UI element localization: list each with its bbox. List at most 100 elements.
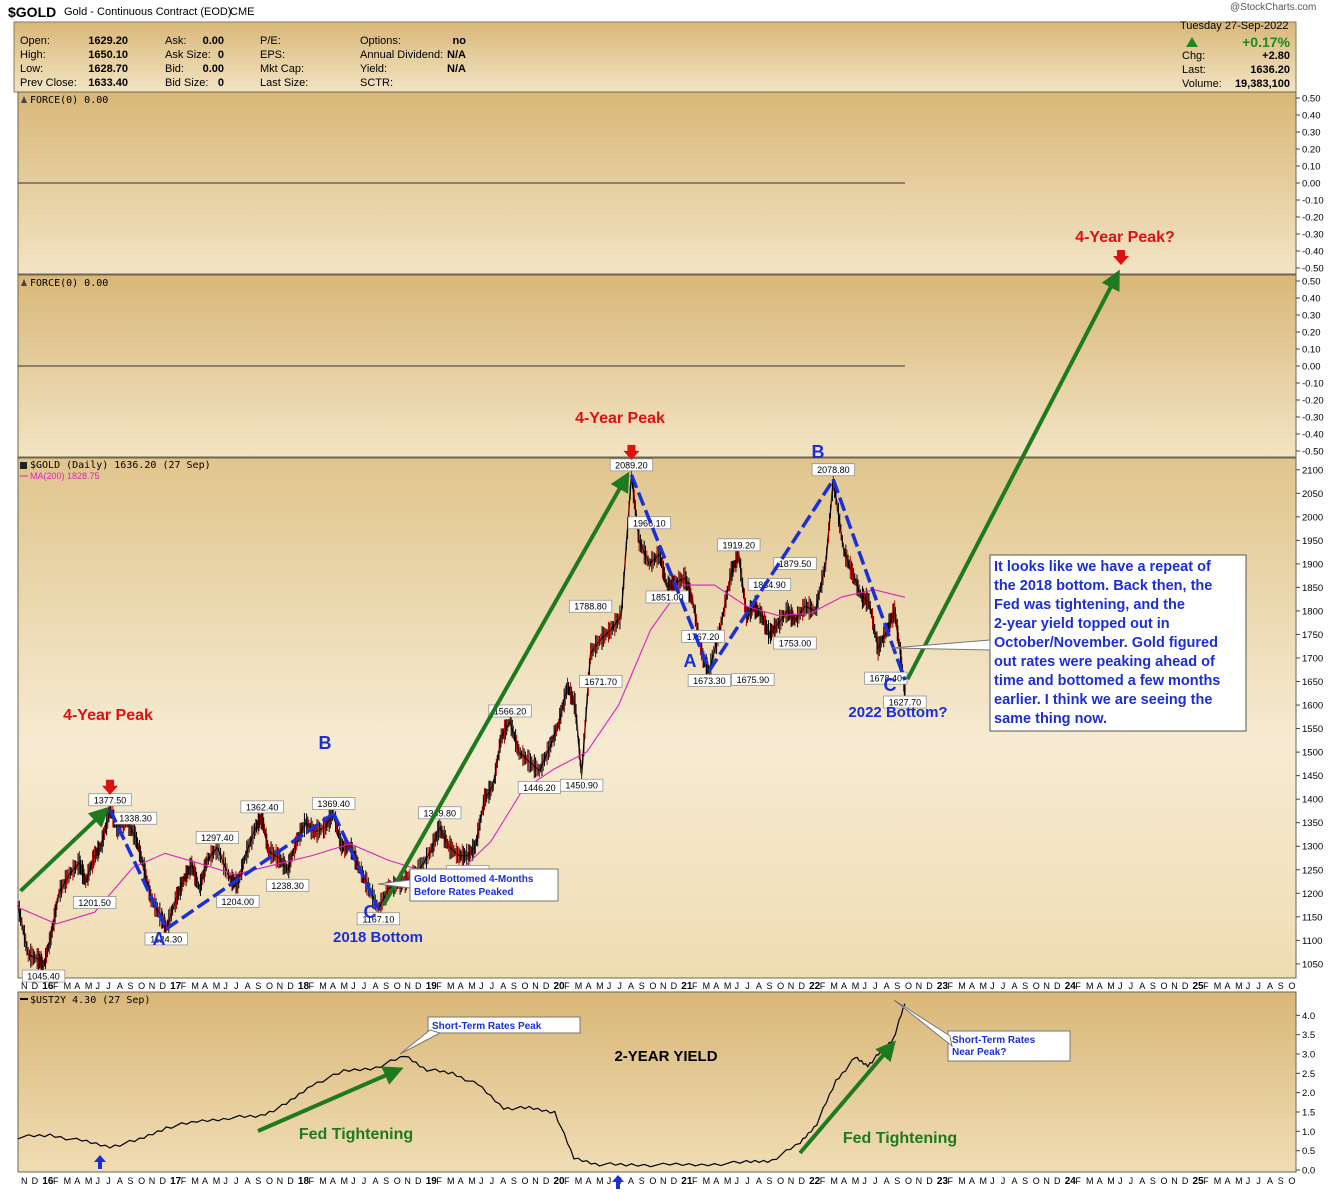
x-tick-label: A (117, 981, 123, 991)
x-tick-label: J (1256, 981, 1261, 991)
x-tick-label: A (1011, 1176, 1017, 1186)
x-tick-label: 23 (937, 981, 949, 992)
price-label: 1879.50 (779, 559, 812, 569)
price-label: 1834.90 (753, 580, 786, 590)
x-tick-label: S (511, 981, 517, 991)
x-tick-label: F (1203, 981, 1209, 991)
x-tick-label: M (1235, 1176, 1243, 1186)
price-label: 1349.80 (423, 808, 456, 818)
x-tick-label: F (820, 1176, 826, 1186)
x-tick-label: M (319, 981, 327, 991)
up-arrow-icon (612, 1175, 624, 1189)
price-label-box (747, 578, 792, 591)
x-tick-label: J (479, 981, 484, 991)
x-tick-label: O (522, 1176, 529, 1186)
y-tick-label: 1750 (1302, 630, 1323, 641)
y-tick-label: 0.10 (1302, 345, 1321, 356)
price-label: 1297.40 (201, 833, 234, 843)
y-tick-label: 1050 (1302, 959, 1323, 970)
wave-letter: C (884, 675, 897, 695)
x-tick-label: D (159, 1176, 166, 1186)
x-tick-label: S (128, 1176, 134, 1186)
wave-letter: A (153, 929, 166, 949)
x-tick-label: O (138, 1176, 145, 1186)
x-tick-label: 18 (298, 1176, 310, 1187)
x-tick-label: O (1288, 1176, 1295, 1186)
y-tick-label: 1250 (1302, 865, 1323, 876)
x-tick-label: N (532, 981, 539, 991)
x-tick-label: D (798, 1176, 805, 1186)
quote-label: Low: (20, 63, 44, 75)
x-tick-label: A (969, 1176, 975, 1186)
wave-letter: B (812, 442, 825, 462)
x-tick-label: M (703, 981, 711, 991)
x-tick-label: A (756, 1176, 762, 1186)
price-label: 1377.50 (94, 795, 127, 805)
x-tick-label: F (820, 981, 826, 991)
x-tick-label: 17 (170, 1176, 182, 1187)
price-label: 1566.20 (494, 706, 527, 716)
x-tick-label: D (1182, 981, 1189, 991)
wave-line (108, 809, 168, 930)
price-label: 2089.20 (615, 460, 648, 470)
panel-title: FORCE(0) 0.00 (30, 278, 108, 289)
x-tick-label: 19 (426, 1176, 438, 1187)
x-tick-label: F (436, 1176, 442, 1186)
x-tick-label: M (1107, 1176, 1115, 1186)
x-tick-label: 18 (298, 981, 310, 992)
price-label: 1338.30 (119, 814, 152, 824)
quote-label: Chg: (1182, 50, 1206, 62)
down-arrow-icon (1113, 250, 1129, 265)
x-tick-label: A (1097, 1176, 1103, 1186)
quote-label: Volume: (1182, 78, 1222, 90)
y-tick-label: -0.10 (1302, 379, 1324, 390)
commentary-text: earlier. I think we are seeing the (994, 692, 1212, 708)
x-tick-label: M (468, 1176, 476, 1186)
callout-text: Short-Term Rates (952, 1035, 1036, 1046)
price-label-box (356, 912, 400, 926)
quote-date: Tuesday 27-Sep-2022 (1180, 20, 1289, 32)
x-tick-label: M (1086, 981, 1094, 991)
x-tick-label: J (479, 1176, 484, 1186)
x-tick-label: A (202, 981, 208, 991)
x-tick-label: M (341, 1176, 349, 1186)
up-arrow-icon (1186, 37, 1198, 47)
quote-value: no (452, 35, 466, 47)
price-label-box (773, 557, 817, 570)
price-label: 1450.90 (565, 781, 598, 791)
commentary-text: the 2018 bottom. Back then, the (994, 578, 1212, 594)
x-tick-label: A (628, 1176, 634, 1186)
price-label: 1045.40 (27, 972, 60, 982)
down-arrow-icon (102, 779, 119, 795)
x-tick-label: J (607, 1176, 612, 1186)
x-tick-label: S (1150, 1176, 1156, 1186)
x-tick-label: O (905, 1176, 912, 1186)
x-tick-label: F (692, 981, 698, 991)
x-tick-label: F (564, 981, 570, 991)
callout-text: Short-Term Rates Peak (432, 1021, 542, 1032)
y-tick-label: 1200 (1302, 889, 1323, 900)
commentary-text: Fed was tightening, and the (994, 597, 1185, 613)
x-tick-label: S (639, 981, 645, 991)
quote-label: Mkt Cap: (260, 63, 305, 75)
quote-label: Last: (1182, 64, 1206, 76)
x-tick-label: D (415, 981, 422, 991)
commentary-pointer (891, 639, 991, 651)
x-tick-label: O (1161, 1176, 1168, 1186)
x-tick-label: O (266, 981, 273, 991)
quote-value: 1636.20 (1250, 64, 1290, 76)
x-tick-label: F (692, 1176, 698, 1186)
x-tick-label: M (724, 981, 732, 991)
x-tick-label: M (85, 981, 93, 991)
x-tick-label: O (1288, 981, 1295, 991)
x-tick-label: A (117, 1176, 123, 1186)
x-tick-label: A (372, 1176, 378, 1186)
x-tick-label: A (1267, 981, 1273, 991)
x-tick-label: A (74, 1176, 80, 1186)
x-tick-label: J (1129, 981, 1134, 991)
y-tick-label: 1350 (1302, 818, 1323, 829)
commentary-text: October/November. Gold figured (994, 635, 1218, 651)
x-tick-label: F (564, 1176, 570, 1186)
x-tick-label: N (660, 981, 667, 991)
